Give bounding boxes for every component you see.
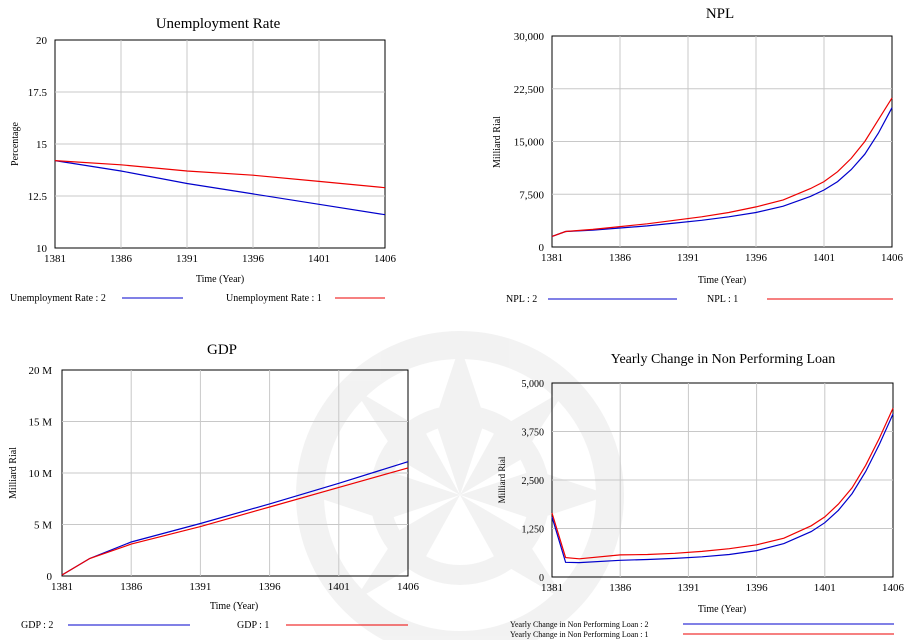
series-line-1 — [54, 160, 386, 189]
y-tick-labels: 10 12.5 15 17.5 20 — [28, 35, 48, 255]
x-tick-label: 1396 — [746, 582, 769, 594]
series-line-2 — [551, 107, 893, 237]
x-axis-label: Time (Year) — [698, 275, 746, 286]
y-tick-label: 3,750 — [522, 428, 545, 439]
y-tick-label: 15,000 — [514, 137, 545, 149]
gridlines — [55, 40, 385, 248]
y-tick-labels: 0 7,500 15,000 22,500 30,000 — [514, 31, 545, 254]
x-axis-label: Time (Year) — [210, 601, 258, 612]
x-tick-labels: 1381 1386 1391 1396 1401 1406 — [541, 582, 905, 594]
legend-label-series-2: Unemployment Rate : 2 — [10, 293, 106, 304]
legend-label-series-1: Yearly Change in Non Performing Loan : 1 — [510, 630, 649, 639]
chart-npl: NPL 0 7,500 15,000 22,500 30,000 1381 1386 139… — [492, 6, 904, 305]
y-tick-label: 12.5 — [28, 191, 48, 203]
y-tick-label: 0 — [47, 571, 53, 583]
y-axis-label: Milliard Rial — [497, 456, 507, 503]
x-tick-label: 1391 — [677, 582, 699, 594]
y-tick-label: 10 — [36, 243, 48, 255]
y-axis-label: Percentage — [10, 122, 21, 166]
legend: GDP : 2 GDP : 1 — [21, 620, 408, 631]
series-line-1 — [551, 97, 893, 237]
x-tick-label: 1406 — [881, 252, 904, 264]
x-tick-label: 1386 — [609, 252, 632, 264]
legend-label-series-1: Unemployment Rate : 1 — [226, 293, 322, 304]
legend: Yearly Change in Non Performing Loan : 2… — [510, 620, 894, 639]
y-tick-label: 22,500 — [514, 84, 545, 96]
x-tick-label: 1386 — [110, 253, 133, 265]
x-tick-label: 1381 — [44, 253, 66, 265]
y-tick-label: 30,000 — [514, 31, 545, 43]
y-tick-label: 7,500 — [519, 189, 544, 201]
series-lines — [61, 461, 409, 576]
series-line-2 — [61, 461, 409, 576]
series-lines — [54, 160, 386, 216]
x-tick-label: 1401 — [328, 581, 350, 593]
chart-title: Yearly Change in Non Performing Loan — [611, 352, 836, 367]
series-lines — [551, 97, 893, 237]
x-tick-labels: 1381 1386 1391 1396 1401 1406 — [51, 581, 420, 593]
legend-label-series-2: GDP : 2 — [21, 620, 53, 631]
x-tick-label: 1396 — [259, 581, 282, 593]
series-line-1 — [61, 467, 409, 576]
gridlines — [552, 36, 892, 247]
x-tick-label: 1386 — [609, 582, 632, 594]
x-tick-label: 1391 — [677, 252, 699, 264]
series-lines — [551, 407, 894, 564]
y-tick-label: 15 M — [28, 417, 52, 429]
background-watermark — [296, 331, 624, 640]
chart-title: Unemployment Rate — [156, 16, 281, 32]
chart-yearly-change-npl: Yearly Change in Non Performing Loan 0 1,… — [497, 352, 905, 639]
x-tick-label: 1381 — [51, 581, 73, 593]
x-tick-label: 1401 — [814, 582, 836, 594]
x-tick-labels: 1381 1386 1391 1396 1401 1406 — [541, 252, 904, 264]
chart-title: GDP — [207, 342, 237, 358]
legend-label-series-1: GDP : 1 — [237, 620, 269, 631]
y-tick-label: 20 — [36, 35, 48, 47]
chart-gdp: GDP 0 5 M 10 M 15 M 20 M 1381 1386 1391 1396 140… — [8, 342, 420, 631]
x-tick-label: 1406 — [882, 582, 905, 594]
y-tick-labels: 0 5 M 10 M 15 M 20 M — [28, 365, 52, 583]
y-tick-label: 0 — [539, 573, 544, 584]
gridlines — [552, 383, 893, 577]
chart-title: NPL — [706, 6, 734, 22]
x-tick-label: 1386 — [120, 581, 143, 593]
y-tick-label: 17.5 — [28, 87, 48, 99]
y-tick-label: 1,250 — [522, 525, 545, 536]
y-tick-label: 15 — [36, 139, 48, 151]
y-axis-label: Milliard Rial — [8, 447, 19, 499]
x-tick-label: 1406 — [374, 253, 397, 265]
x-tick-label: 1381 — [541, 582, 563, 594]
x-tick-label: 1381 — [541, 252, 563, 264]
legend: Unemployment Rate : 2 Unemployment Rate … — [10, 293, 385, 304]
y-tick-label: 20 M — [28, 365, 52, 377]
series-line-2 — [551, 413, 894, 564]
x-tick-label: 1406 — [397, 581, 420, 593]
y-axis-label: Milliard Rial — [492, 116, 503, 168]
y-tick-label: 5,000 — [522, 379, 545, 390]
x-tick-labels: 1381 1386 1391 1396 1401 1406 — [44, 253, 397, 265]
x-tick-label: 1391 — [176, 253, 198, 265]
legend-label-series-1: NPL : 1 — [707, 294, 738, 305]
x-axis-label: Time (Year) — [698, 604, 746, 615]
x-tick-label: 1401 — [308, 253, 330, 265]
x-axis-label: Time (Year) — [196, 274, 244, 285]
y-tick-label: 2,500 — [522, 476, 545, 487]
y-tick-labels: 0 1,250 2,500 3,750 5,000 — [522, 379, 545, 584]
series-line-1 — [551, 407, 894, 560]
legend-label-series-2: NPL : 2 — [506, 294, 537, 305]
y-tick-label: 5 M — [34, 520, 52, 532]
x-tick-label: 1396 — [745, 252, 768, 264]
y-tick-label: 0 — [539, 242, 545, 254]
legend-label-series-2: Yearly Change in Non Performing Loan : 2 — [510, 620, 649, 629]
y-tick-label: 10 M — [28, 468, 52, 480]
x-tick-label: 1401 — [813, 252, 835, 264]
gridlines — [62, 370, 408, 576]
series-line-2 — [54, 160, 386, 216]
x-tick-label: 1391 — [189, 581, 211, 593]
legend: NPL : 2 NPL : 1 — [506, 294, 893, 305]
x-tick-label: 1396 — [242, 253, 265, 265]
